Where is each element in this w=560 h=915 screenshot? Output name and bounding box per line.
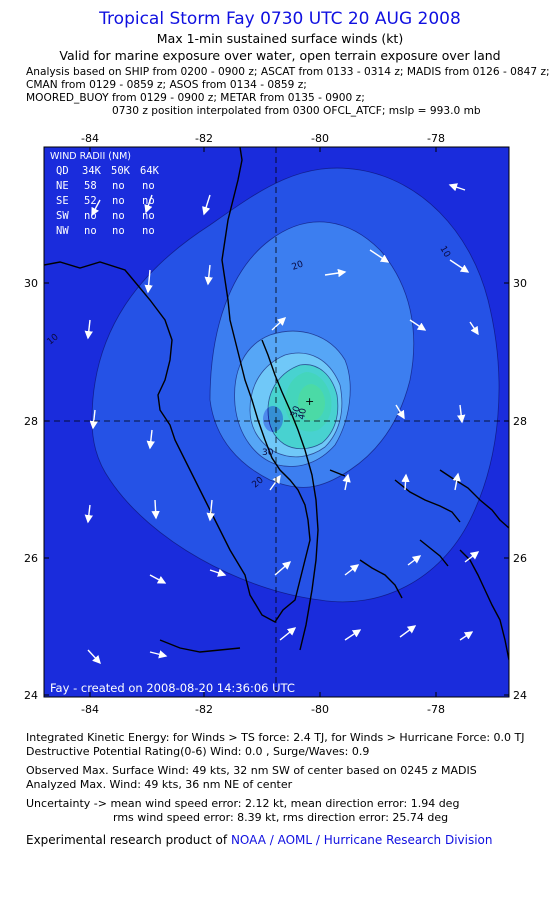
dpr-text: Destructive Potential Rating(0-6) Wind: … <box>26 745 370 758</box>
wind-radii-value: no <box>142 180 155 192</box>
contour-label: 30 <box>262 448 274 458</box>
wind-radii-value: no <box>112 180 125 192</box>
lat-label: 30 <box>24 277 38 290</box>
wind-radii-header: 50K <box>111 165 131 177</box>
wind-radii-value: no <box>142 195 155 207</box>
lat-label: 30 <box>513 277 527 290</box>
wind-radii-value: no <box>142 225 155 237</box>
wind-radii-quadrant: SW <box>56 210 69 222</box>
map-credit: Fay - created on 2008-08-20 14:36:06 UTC <box>50 681 295 695</box>
wind-radii-title: WIND RADII (NM) <box>50 151 131 162</box>
wind-radii-quadrant: NW <box>56 225 69 237</box>
wind-contours: + 10 20 10 30 30 40 20 <box>44 147 509 697</box>
page-title: Tropical Storm Fay 0730 UTC 20 AUG 2008 <box>99 9 461 29</box>
wind-vectors <box>84 183 480 665</box>
wind-radii-value: 58 <box>84 180 97 192</box>
lon-label: -78 <box>427 132 445 145</box>
center-plus-marker: + <box>305 395 314 408</box>
wind-radii-quadrant: NE <box>56 180 69 192</box>
contour-label: 40 <box>297 407 309 420</box>
lat-label: 26 <box>513 552 527 565</box>
lat-label: 28 <box>24 415 38 428</box>
analysis-line-2: CMAN from 0129 - 0859 z; ASOS from 0134 … <box>26 79 307 91</box>
wind-radii-value: no <box>84 225 97 237</box>
wind-radii-value: no <box>112 195 125 207</box>
lat-label: 24 <box>24 689 38 702</box>
uncertainty-line-1: Uncertainty -> mean wind speed error: 2.… <box>26 797 460 810</box>
lon-label: -84 <box>81 703 99 716</box>
lon-label: -82 <box>195 703 213 716</box>
lat-label: 24 <box>513 689 527 702</box>
wind-radii-header: QD <box>56 165 69 177</box>
lon-label: -84 <box>81 132 99 145</box>
wind-radii-rows: NE 58 no no SE 52 no no SW no no no NW no no no <box>56 180 155 237</box>
lat-label: 28 <box>513 415 527 428</box>
wind-radii-header: 34K <box>82 165 102 177</box>
wind-radii-table: WIND RADII (NM) QD 34K 50K 64K <box>50 151 160 177</box>
subtitle-exposure: Valid for marine exposure over water, op… <box>59 48 501 63</box>
ike-text: Integrated Kinetic Energy: for Winds > T… <box>26 731 525 744</box>
wind-radii-value: no <box>112 210 125 222</box>
product-credit: Experimental research product of NOAA / … <box>26 833 493 847</box>
contour-label: 20 <box>291 259 305 272</box>
lon-label: -80 <box>311 703 329 716</box>
lon-label: -78 <box>427 703 445 716</box>
analysis-line-1: Analysis based on SHIP from 0200 - 0900 … <box>26 66 550 78</box>
product-credit-org[interactable]: NOAA / AOML / Hurricane Research Divisio… <box>230 833 493 847</box>
map-frame <box>43 146 510 698</box>
lon-label: -80 <box>311 132 329 145</box>
analysis-line-3: MOORED_BUOY from 0129 - 0900 z; METAR fr… <box>26 92 365 104</box>
longitude-labels: -84 -82 -80 -78 -84 -82 -80 -78 <box>81 132 445 716</box>
wind-radii-value: no <box>84 210 97 222</box>
product-credit-prefix: Experimental research product of <box>26 833 228 847</box>
lat-label: 26 <box>24 552 38 565</box>
uncertainty-line-2: rms wind speed error: 8.39 kt, rms direc… <box>113 811 449 824</box>
wind-radii-value: 52 <box>84 195 97 207</box>
analyzed-max-wind: Analyzed Max. Wind: 49 kts, 36 nm NE of … <box>26 778 293 791</box>
center-crosshair <box>44 147 509 697</box>
lon-label: -82 <box>195 132 213 145</box>
contour-label: 30 <box>289 405 302 419</box>
wind-radii-header: 64K <box>140 165 160 177</box>
wind-radii-value: no <box>142 210 155 222</box>
subtitle-winds: Max 1-min sustained surface winds (kt) <box>156 31 404 46</box>
observed-max-wind: Observed Max. Surface Wind: 49 kts, 32 n… <box>26 764 477 777</box>
axis-ticks <box>44 147 509 697</box>
analysis-line-4: 0730 z position interpolated from 0300 O… <box>112 105 481 117</box>
wind-radii-quadrant: SE <box>56 195 69 207</box>
latitude-labels: 30 28 26 24 30 28 26 24 <box>24 277 527 702</box>
wind-radii-value: no <box>112 225 125 237</box>
